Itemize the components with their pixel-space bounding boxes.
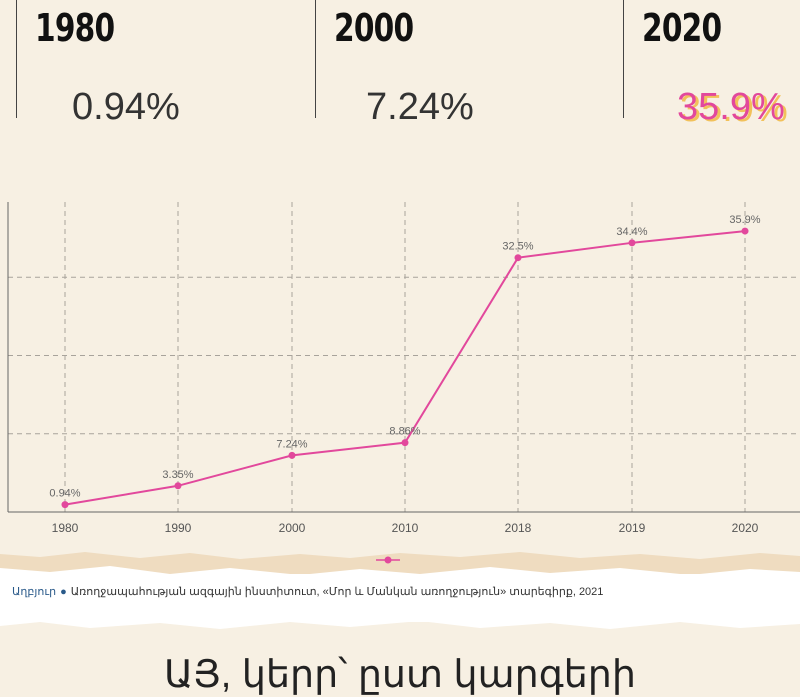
data-label-2019: 34.4%	[616, 226, 647, 238]
stats-row: 1980 0.94% 2000 7.24% 2020 35.9%	[0, 0, 800, 140]
stat-value: 7.24%	[366, 86, 474, 128]
data-label-1980: 0.94%	[49, 488, 80, 500]
horizontal-gridlines	[8, 276, 800, 435]
stat-value-highlight: 35.9%	[677, 86, 785, 128]
data-point-2020	[741, 227, 749, 235]
data-point-2000	[288, 451, 296, 459]
data-label-1990: 3.35%	[162, 469, 193, 481]
source-note: Աղբյուր ● Առողջապահության ազգային ինստիտու…	[12, 585, 603, 598]
stat-card-1: 1980 0.94%	[16, 0, 307, 128]
x-tick-2020: 2020	[732, 521, 759, 535]
data-point-2010	[401, 439, 409, 447]
x-tick-labels: 1980 1990 2000 2010 2018 2019 2020	[52, 521, 759, 535]
stat-card-3: 2020 35.9%	[623, 0, 794, 128]
stat-year: 2000	[334, 6, 414, 50]
x-tick-2000: 2000	[279, 521, 306, 535]
data-point-2018	[514, 254, 522, 262]
stat-year: 1980	[35, 6, 115, 50]
bullet-icon: ●	[60, 586, 67, 598]
stat-card-2: 2000 7.24%	[315, 0, 616, 128]
data-label-2010: 8.86%	[389, 426, 420, 438]
data-label-2020: 35.9%	[729, 214, 760, 226]
stat-year: 2020	[642, 6, 722, 50]
divider-dot-icon	[384, 556, 392, 564]
data-points	[61, 227, 749, 509]
stat-value: 0.94%	[72, 86, 180, 128]
data-labels: 0.94% 3.35% 7.24% 8.86% 32.5% 34.4% 35.9%	[49, 214, 760, 500]
x-tick-1980: 1980	[52, 521, 79, 535]
x-tick-1990: 1990	[165, 521, 192, 535]
data-point-1980	[61, 501, 69, 509]
source-text: Առողջապահության ազգային ինստիտուտ, «Մոր …	[70, 586, 604, 598]
source-label: Աղբյուր	[12, 586, 57, 598]
x-tick-2010: 2010	[392, 521, 419, 535]
line-chart: 0.94% 3.35% 7.24% 8.86% 32.5% 34.4% 35.9% 1980…	[7, 202, 800, 535]
data-label-2000: 7.24%	[276, 438, 307, 450]
torn-paper-divider-bottom	[0, 612, 800, 629]
data-label-2018: 32.5%	[502, 241, 533, 253]
section-heading: ԱՅ, կերր՝ ըստ կարգերի	[164, 654, 636, 696]
x-tick-2018: 2018	[505, 521, 532, 535]
vertical-gridlines	[64, 202, 746, 512]
data-point-2019	[628, 239, 636, 247]
x-tick-2019: 2019	[619, 521, 646, 535]
data-point-1990	[174, 482, 182, 490]
